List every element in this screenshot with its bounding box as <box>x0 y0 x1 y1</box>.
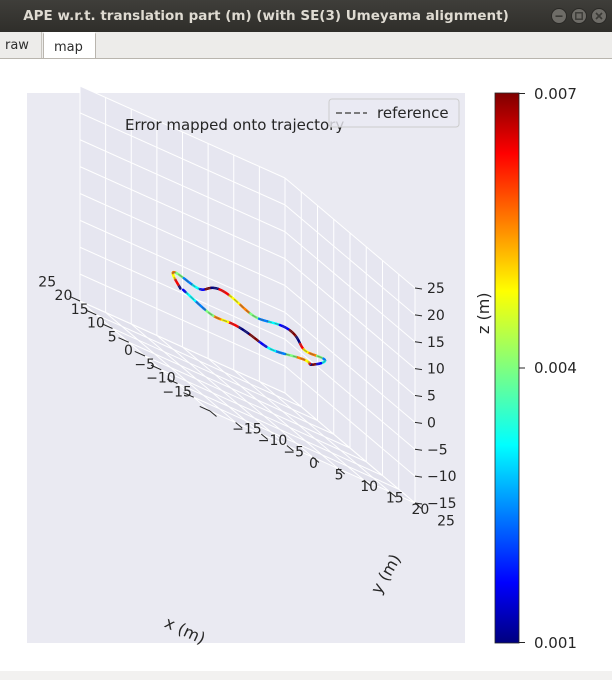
y-tick-mark <box>337 468 345 475</box>
x-tick-mark <box>134 350 146 357</box>
gridline-wall-z <box>79 139 286 233</box>
figure-svg: −15−10−50510152025−15−10−50510152025−15−… <box>27 85 577 652</box>
window-bottom-edge <box>0 671 612 680</box>
y-tick-mark <box>209 410 217 417</box>
axis-grid <box>79 85 416 504</box>
colorbar-max-label: 0.007 <box>534 85 577 103</box>
gridline-wall-z2 <box>284 177 416 289</box>
gridline-floor-x <box>96 314 302 408</box>
z-tick-mark <box>414 341 423 344</box>
x-tick-label: −5 <box>134 357 155 373</box>
tab-raw[interactable]: raw <box>0 32 42 58</box>
z-tick-mark <box>414 287 423 290</box>
tab-bar: raw map <box>0 32 612 59</box>
z-tick-label: −15 <box>427 496 457 512</box>
z-tick-mark <box>414 314 423 317</box>
z-axis-label: z (m) <box>474 292 493 334</box>
gridline-floor-x <box>128 341 334 435</box>
x-tick-mark <box>150 364 162 371</box>
colorbar-gradient <box>494 92 520 644</box>
gridline-floor-x <box>79 300 286 394</box>
legend[interactable]: reference <box>328 98 460 128</box>
plot-title: Error mapped onto trajectory <box>125 116 344 134</box>
y-tick-label: 15 <box>386 491 404 507</box>
legend-label: reference <box>377 104 449 122</box>
x-tick-label: 20 <box>55 288 73 304</box>
x-tick-mark <box>199 405 211 412</box>
y-tick-mark <box>260 433 269 440</box>
trajectory <box>171 270 327 366</box>
x-tick-mark <box>118 337 129 343</box>
x-tick-mark <box>183 392 194 398</box>
x-tick-label: −15 <box>162 384 192 400</box>
x-tick-mark <box>69 295 81 302</box>
x-tick-label: 10 <box>87 316 105 332</box>
z-tick-label: 5 <box>427 389 436 405</box>
minimize-icon[interactable] <box>551 8 567 24</box>
y-tick-mark <box>363 479 371 486</box>
gridline-wall-z <box>79 85 286 179</box>
x-tick-label: 5 <box>108 329 117 345</box>
gridline-floor-y <box>207 358 339 469</box>
y-tick-label: 10 <box>360 479 378 495</box>
z-tick-mark <box>414 502 423 505</box>
gridline-floor-y <box>284 392 416 504</box>
z-tick-mark <box>414 475 423 478</box>
x-tick-label: 25 <box>38 274 56 290</box>
gridline-floor-y <box>182 346 313 458</box>
z-tick-mark <box>414 368 423 371</box>
colorbar: 0.007 0.004 0.001 <box>494 85 577 652</box>
x-tick-label: 0 <box>124 343 133 359</box>
y-tick-mark <box>312 456 320 463</box>
gridline-floor-x <box>112 328 318 421</box>
y-tick-mark <box>414 502 422 509</box>
x-tick-mark <box>85 309 97 316</box>
z-tick-label: 10 <box>427 362 445 378</box>
z-tick-mark <box>414 421 423 424</box>
z-tick-mark <box>414 395 423 397</box>
gridline-floor-y <box>259 381 390 492</box>
gridline-wall-z <box>79 112 286 206</box>
colorbar-min-label: 0.001 <box>534 634 577 652</box>
x-tick-label: −10 <box>146 371 176 387</box>
trajectory-segment <box>181 288 186 293</box>
y-tick-mark <box>235 422 243 429</box>
y-tick-mark <box>389 491 397 498</box>
reference-path <box>172 271 326 366</box>
window-titlebar[interactable]: APE w.r.t. translation part (m) (with SE… <box>0 0 612 32</box>
gridline-wall-z2 <box>284 285 416 396</box>
z-tick-label: 25 <box>427 281 445 297</box>
z-tick-label: 20 <box>427 308 445 324</box>
gridline-wall-z <box>79 166 286 260</box>
z-tick-label: −10 <box>427 469 457 485</box>
figure-canvas[interactable]: −15 −10 −5 0 5 10 15 20 25 −15 −10 −5 0 5 10 15 20 25 −15−… <box>0 59 612 671</box>
window-title: APE w.r.t. translation part (m) (with SE… <box>23 8 509 24</box>
axis-ticks: −15−10−50510152025−15−10−50510152025−15−… <box>38 274 456 529</box>
x-tick-label: 15 <box>71 302 89 318</box>
z-tick-label: −5 <box>427 442 448 458</box>
y-tick-label: −5 <box>283 445 304 461</box>
x-tick-mark <box>102 323 113 329</box>
x-tick-mark <box>167 378 178 384</box>
legend-box <box>328 98 460 128</box>
y-tick-label: 20 <box>411 502 429 518</box>
gridline-wall-z2 <box>284 204 416 316</box>
y-tick-mark <box>286 445 294 452</box>
close-icon[interactable] <box>591 8 607 24</box>
y-tick-label: 5 <box>335 468 344 484</box>
gridline-wall-z2 <box>284 258 416 370</box>
gridline-wall-z <box>79 193 286 286</box>
colorbar-mid-label: 0.004 <box>534 359 577 377</box>
z-tick-label: 0 <box>427 415 436 431</box>
gridline-wall-z2 <box>284 231 416 343</box>
maximize-icon[interactable] <box>571 8 587 24</box>
z-tick-mark <box>414 448 423 451</box>
y-tick-label: 25 <box>437 514 455 530</box>
gridline-floor-y <box>233 369 365 481</box>
z-tick-label: 15 <box>427 335 445 351</box>
y-tick-label: 0 <box>309 456 318 472</box>
tab-map[interactable]: map <box>43 32 96 58</box>
